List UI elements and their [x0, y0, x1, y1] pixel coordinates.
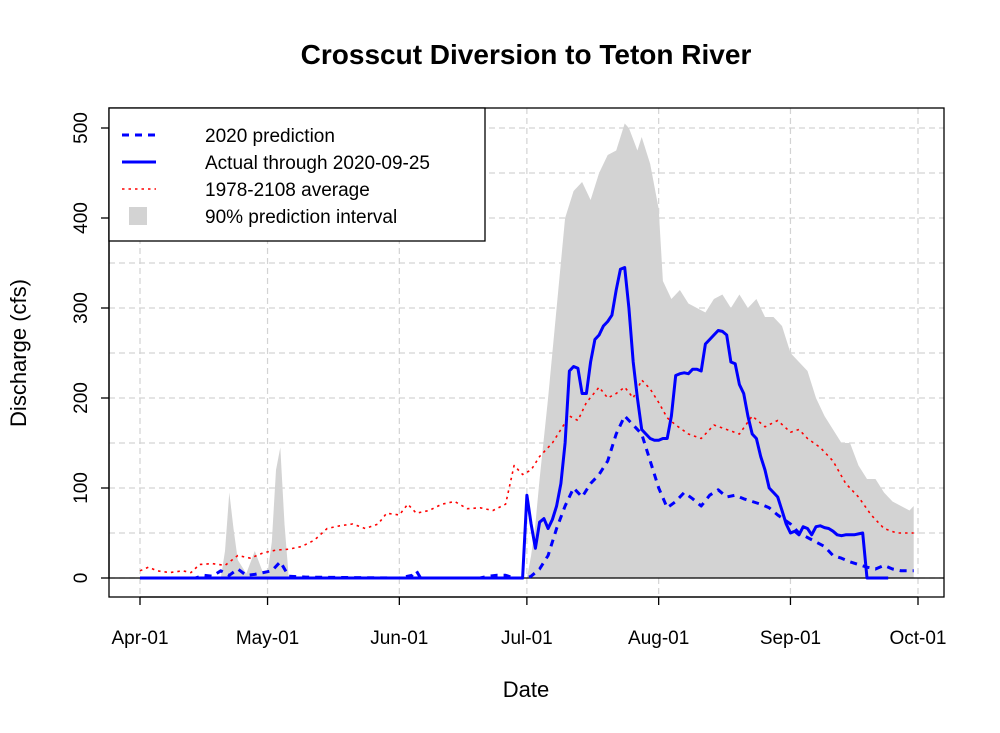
x-tick-label: Aug-01: [628, 628, 689, 649]
series-line-1: [140, 414, 914, 580]
legend-label: Actual through 2020-09-25: [205, 153, 430, 174]
y-tick-label: 200: [71, 382, 92, 414]
x-axis-title: Date: [503, 677, 549, 702]
x-tick-label: Jun-01: [370, 628, 428, 649]
chart-title: Crosscut Diversion to Teton River: [301, 39, 752, 70]
legend-label: 1978-2108 average: [205, 180, 370, 201]
y-tick-label: 100: [71, 472, 92, 504]
y-tick-label: 0: [71, 573, 92, 584]
legend: 2020 prediction Actual through 2020-09-25…: [108, 107, 486, 242]
x-tick-label: Jul-01: [501, 628, 553, 649]
legend-label: 90% prediction interval: [205, 207, 397, 228]
legend-label: 2020 prediction: [205, 126, 335, 147]
interval-layer: [140, 123, 914, 578]
x-axis: Apr-01 May-01 Jun-01 Jul-01 Aug-01 Sep-01 Oct-…: [111, 596, 947, 649]
y-tick-label: 300: [71, 292, 92, 324]
x-tick-label: May-01: [236, 628, 299, 649]
x-tick-label: Oct-01: [889, 628, 946, 649]
prediction-interval-band: [140, 123, 914, 578]
series-line-2: [140, 266, 889, 580]
legend-box: [108, 107, 486, 242]
y-axis: 0 100 200 300 400 500: [71, 112, 110, 584]
legend-swatch: [129, 207, 147, 225]
series-line-0: [139, 379, 914, 574]
x-tick-label: Sep-01: [760, 628, 821, 649]
y-tick-label: 400: [71, 202, 92, 234]
x-tick-label: Apr-01: [111, 628, 168, 649]
y-axis-title: Discharge (cfs): [6, 279, 31, 427]
series-layer: [139, 266, 914, 580]
y-tick-label: 500: [71, 112, 92, 144]
